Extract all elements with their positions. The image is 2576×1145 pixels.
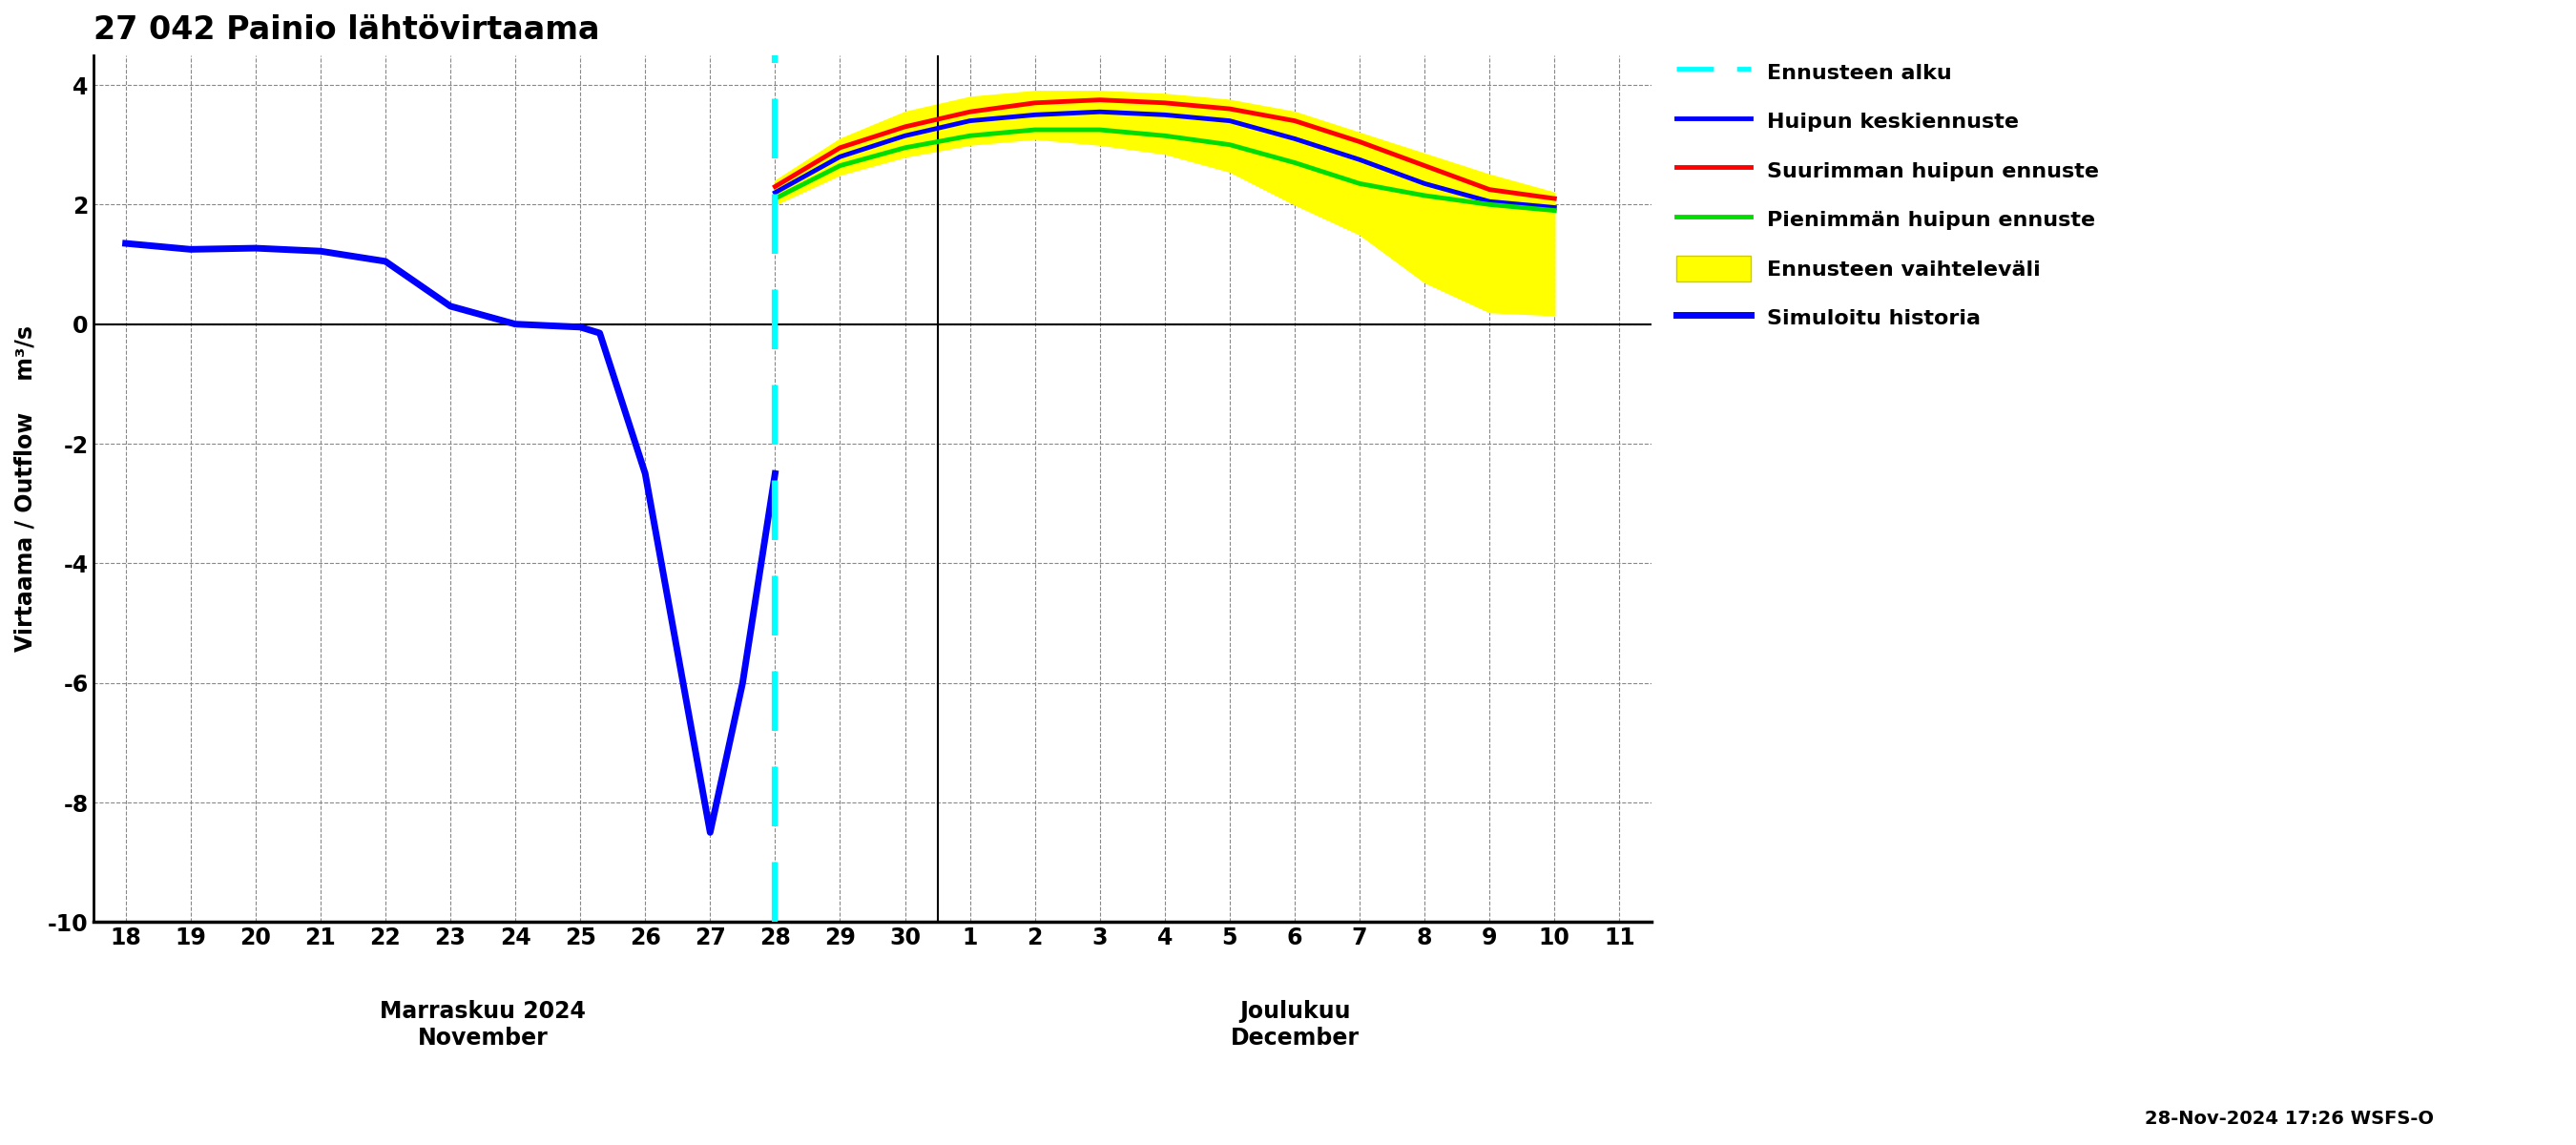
Legend: Ennusteen alku, Huipun keskiennuste, Suurimman huipun ennuste, Pienimmän huipun : Ennusteen alku, Huipun keskiennuste, Suu… bbox=[1667, 48, 2110, 341]
Text: Joulukuu
December: Joulukuu December bbox=[1231, 1000, 1360, 1049]
Y-axis label: Virtaama / Outflow    m³/s: Virtaama / Outflow m³/s bbox=[15, 325, 36, 652]
Text: 28-Nov-2024 17:26 WSFS-O: 28-Nov-2024 17:26 WSFS-O bbox=[2146, 1110, 2434, 1128]
Text: 27 042 Painio lähtövirtaama: 27 042 Painio lähtövirtaama bbox=[93, 14, 600, 46]
Text: Marraskuu 2024
November: Marraskuu 2024 November bbox=[379, 1000, 585, 1049]
